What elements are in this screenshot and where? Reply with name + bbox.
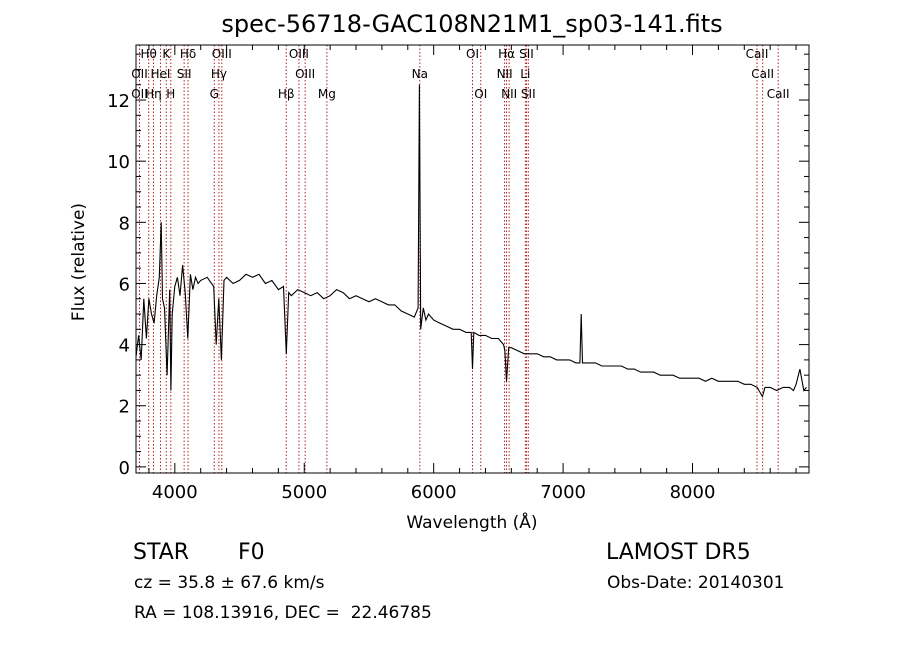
spectral-line-label: NII <box>501 87 517 101</box>
x-tick-label: 4000 <box>152 482 198 503</box>
y-tick-label: 6 <box>119 274 130 295</box>
spectral-line-label: SII <box>521 87 536 101</box>
spectral-line-label: CaII <box>746 47 769 61</box>
x-axis-ticks: 4000 5000 6000 7000 8000 <box>148 45 797 503</box>
y-tick-label: 4 <box>119 336 130 357</box>
chart-title: spec-56718-GAC108N21M1_sp03-141.fits <box>221 10 722 38</box>
spectral-line-label: OIII <box>295 67 315 81</box>
spectral-line-label: Hβ <box>278 87 295 101</box>
spectral-line-label: NII <box>497 67 513 81</box>
survey-name: LAMOST DR5 <box>606 540 751 565</box>
spectral-line-label: SII <box>519 47 534 61</box>
spectral-line-label: Hγ <box>211 67 227 81</box>
y-tick-label: 10 <box>107 152 130 173</box>
spectral-line-label: K <box>162 47 171 61</box>
spectral-line-label: CaII <box>751 67 774 81</box>
spectral-line-label: OI <box>466 47 479 61</box>
spectral-line-label: Na <box>412 67 428 81</box>
object-subclass: F0 <box>238 540 265 565</box>
y-axis-label: Flux (relative) <box>69 203 89 321</box>
x-tick-label: 8000 <box>670 482 716 503</box>
spectral-line-label: OIII <box>289 47 309 61</box>
x-tick-label: 6000 <box>411 482 457 503</box>
redshift-velocity: cz = 35.8 ± 67.6 km/s <box>134 573 325 593</box>
spectral-line-label: Hα <box>498 47 515 61</box>
spectral-line-label: OIII <box>212 47 232 61</box>
y-tick-label: 2 <box>119 397 130 418</box>
spectral-line-label: HeI <box>150 67 170 81</box>
spectral-line-label: CaII <box>767 87 790 101</box>
spectral-line-label: Li <box>520 67 530 81</box>
sky-coordinates: RA = 108.13916, DEC = 22.46785 <box>134 603 432 623</box>
x-axis-label: Wavelength (Å) <box>406 511 537 533</box>
spectral-line-label: G <box>210 87 219 101</box>
spectral-line-label: OI <box>474 87 487 101</box>
spectral-line-label: OII <box>131 87 148 101</box>
spectral-line-label: Hδ <box>180 47 196 61</box>
y-tick-label: 0 <box>119 458 130 479</box>
y-tick-label: 12 <box>107 91 130 112</box>
spectral-line-label: Hη <box>145 87 162 101</box>
x-tick-label: 7000 <box>540 482 586 503</box>
observation-date: Obs-Date: 20140301 <box>607 573 785 593</box>
spectrum-series-line <box>135 84 807 399</box>
spectral-line-label: Mg <box>318 87 336 101</box>
spectral-line-label: H <box>166 87 175 101</box>
spectral-line-label: Hθ <box>140 47 156 61</box>
spectral-line-label: SII <box>177 67 192 81</box>
x-tick-label: 5000 <box>281 482 327 503</box>
y-axis-ticks: 0 2 4 6 8 10 12 <box>107 53 809 479</box>
y-tick-label: 8 <box>119 213 130 234</box>
spectral-line-markers <box>138 45 779 473</box>
spectral-line-label: OII <box>131 67 148 81</box>
plot-frame <box>135 44 810 474</box>
object-class: STAR <box>133 540 190 565</box>
